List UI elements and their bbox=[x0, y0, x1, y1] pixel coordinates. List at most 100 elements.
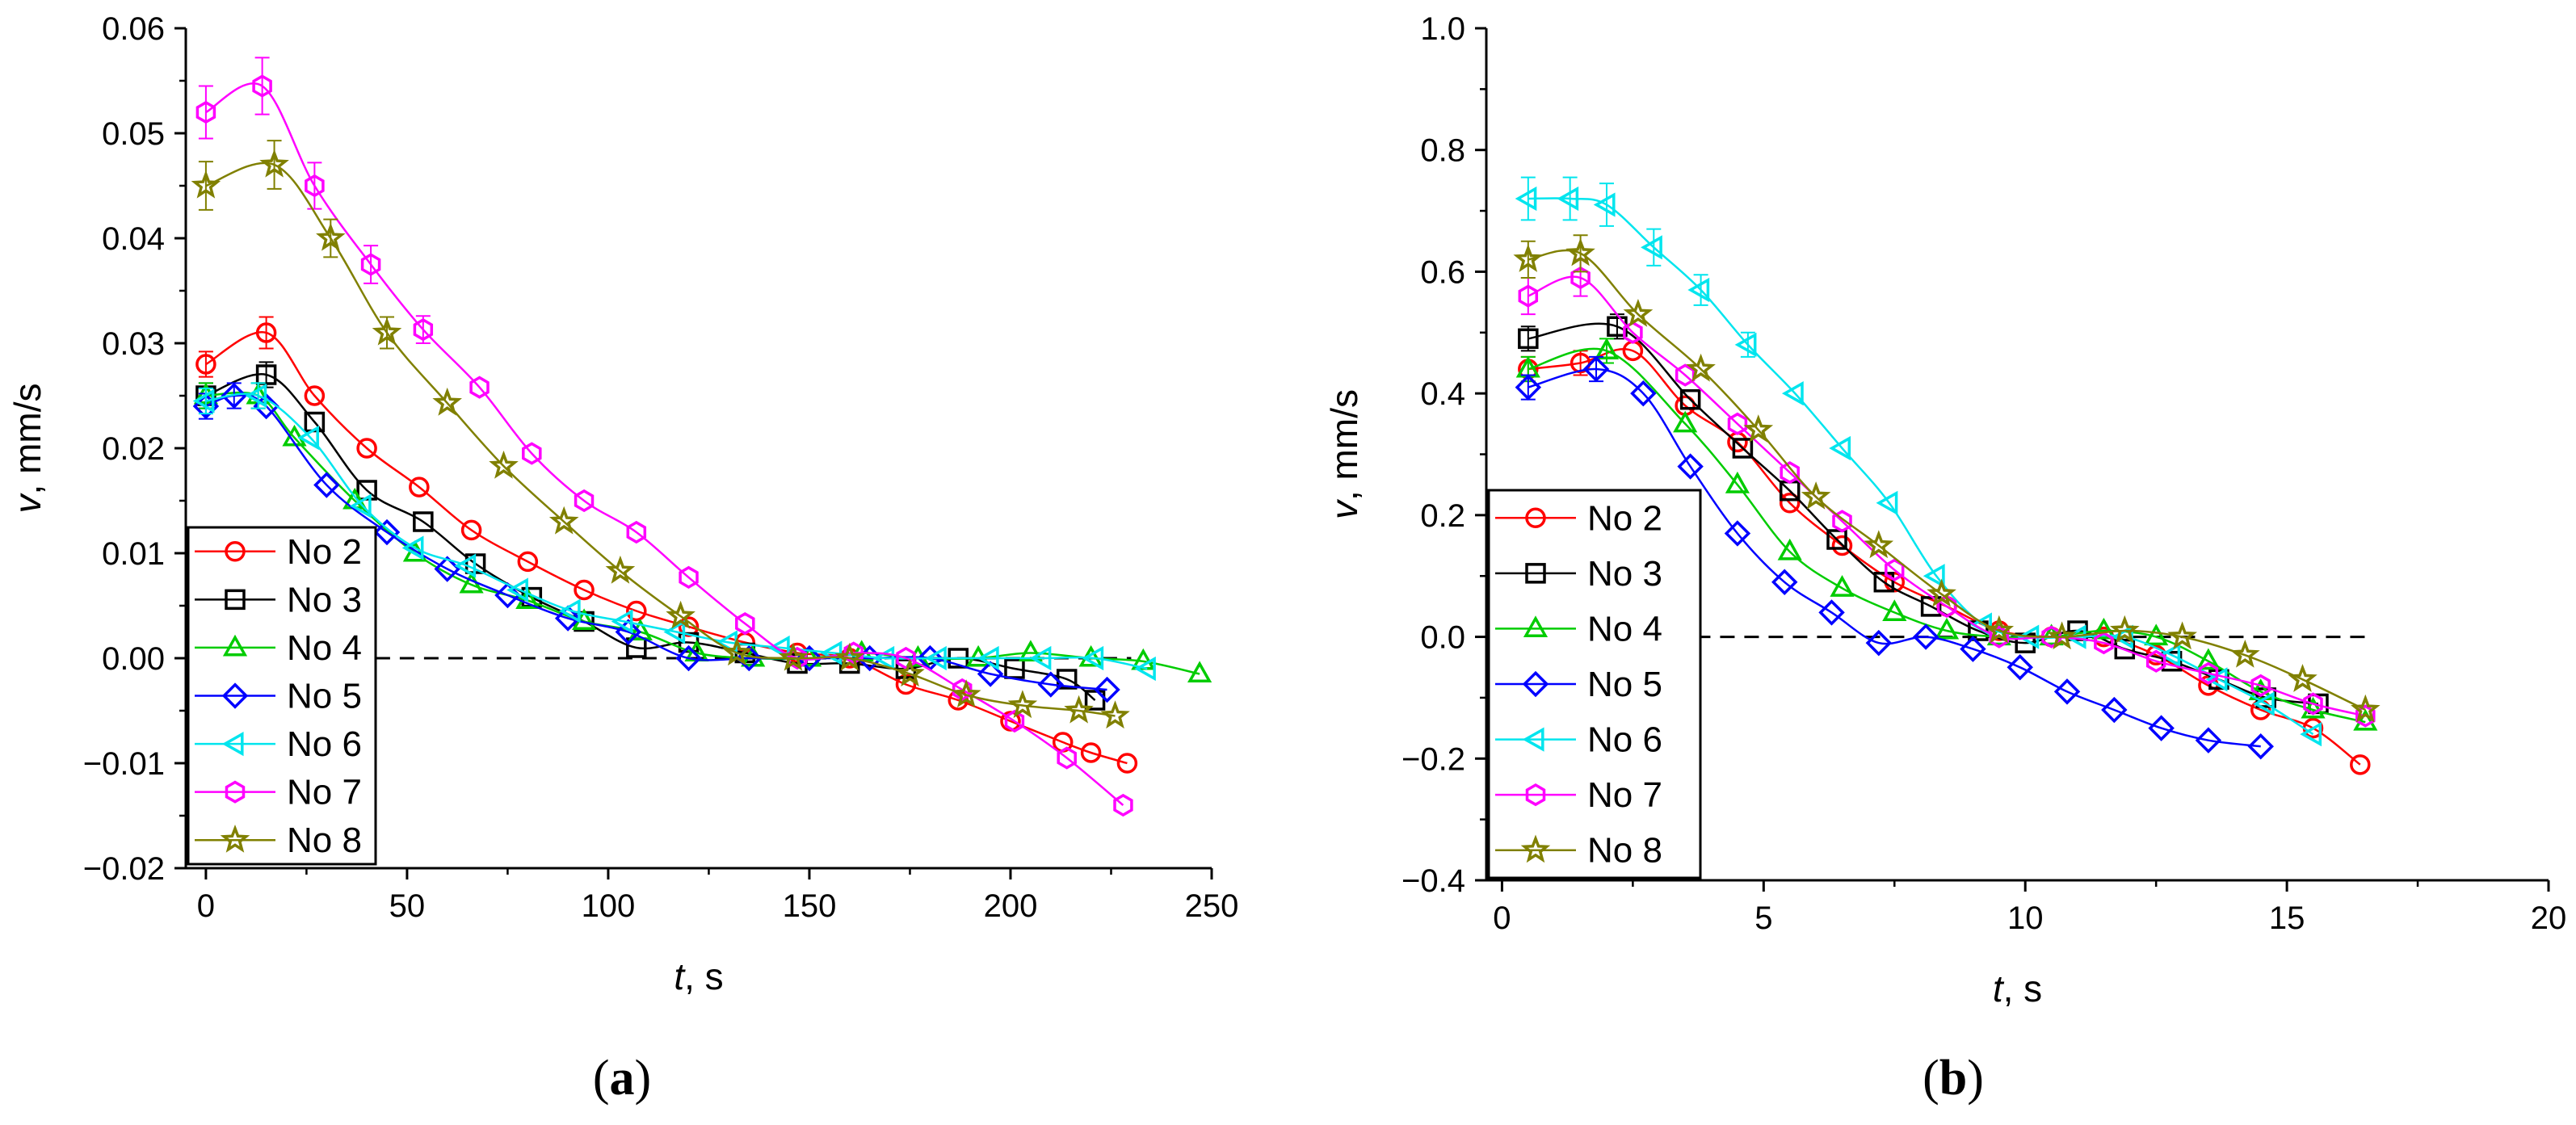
legend-item-no-2: No 2 bbox=[195, 532, 362, 572]
data-point-no-5 bbox=[1960, 636, 1986, 662]
y-tick-label: −0.01 bbox=[83, 746, 165, 782]
data-point-no-4 bbox=[1725, 471, 1750, 493]
data-point-no-3 bbox=[2114, 638, 2136, 660]
data-point-no-8 bbox=[1686, 353, 1716, 382]
data-point-no-2 bbox=[356, 438, 377, 459]
y-tick-label: 0.2 bbox=[1420, 498, 1465, 534]
x-axis-title-var: t bbox=[674, 955, 686, 997]
x-tick-label: 20 bbox=[2531, 900, 2567, 936]
data-point-no-2 bbox=[409, 476, 430, 497]
legend-item-no-7: No 7 bbox=[195, 773, 362, 812]
y-tick-label: 0.02 bbox=[102, 431, 165, 467]
data-point-no-2 bbox=[574, 579, 595, 601]
data-point-no-7 bbox=[1057, 746, 1077, 770]
legend-item-no-8: No 8 bbox=[1495, 831, 1662, 871]
data-point-no-5 bbox=[1094, 676, 1120, 703]
series-line-no-3 bbox=[1528, 322, 2319, 705]
legend-item-no-2: No 2 bbox=[1495, 498, 1662, 538]
legend-marker-no-3 bbox=[1525, 563, 1546, 584]
data-point-no-2 bbox=[626, 600, 647, 622]
x-tick-label: 150 bbox=[783, 888, 837, 924]
series-line-no-5 bbox=[1528, 367, 2261, 748]
data-point-no-2 bbox=[255, 322, 277, 343]
y-tick-label: 0.00 bbox=[102, 641, 165, 677]
data-point-no-6 bbox=[297, 425, 319, 451]
data-point-no-5 bbox=[675, 644, 702, 672]
data-point-no-7 bbox=[2303, 692, 2323, 716]
legend-marker-no-2 bbox=[1525, 507, 1546, 529]
data-point-no-7 bbox=[1623, 321, 1643, 344]
data-point-no-6 bbox=[1082, 645, 1104, 671]
y-axis-title-unit: , mm/s bbox=[1323, 389, 1365, 501]
data-point-no-6 bbox=[2158, 643, 2181, 668]
y-tick-label: −0.2 bbox=[1401, 741, 1465, 777]
data-point-no-2 bbox=[1779, 493, 1801, 514]
data-point-no-7 bbox=[252, 74, 272, 98]
y-tick-label: 0.4 bbox=[1420, 376, 1465, 412]
data-point-no-4 bbox=[1594, 338, 1620, 359]
data-point-no-5 bbox=[2247, 733, 2274, 760]
legend-label: No 6 bbox=[287, 724, 362, 764]
data-point-no-7 bbox=[195, 100, 216, 124]
data-point-no-8 bbox=[605, 555, 636, 584]
data-point-no-4 bbox=[1673, 410, 1698, 433]
data-point-no-8 bbox=[895, 658, 925, 687]
data-point-no-7 bbox=[574, 489, 595, 513]
data-point-no-8 bbox=[1007, 690, 1038, 719]
legend-label: No 5 bbox=[287, 677, 362, 716]
data-point-no-5 bbox=[434, 556, 460, 582]
data-point-no-6 bbox=[454, 553, 477, 578]
data-point-no-6 bbox=[611, 609, 633, 634]
x-tick-label: 15 bbox=[2269, 900, 2305, 936]
data-point-no-8 bbox=[1984, 615, 2015, 644]
data-point-no-3 bbox=[1679, 388, 1701, 410]
data-point-no-7 bbox=[522, 442, 542, 465]
data-point-no-4 bbox=[1187, 661, 1212, 683]
data-point-no-3 bbox=[2161, 650, 2183, 672]
data-point-no-7 bbox=[1780, 460, 1800, 485]
data-point-no-5 bbox=[2195, 727, 2222, 753]
data-point-no-7 bbox=[2145, 649, 2166, 673]
data-point-no-5 bbox=[1515, 374, 1542, 401]
data-point-no-5 bbox=[1912, 623, 1939, 650]
data-point-no-7 bbox=[679, 565, 699, 590]
legend-label: No 4 bbox=[287, 628, 362, 668]
legend: No 2 No 3 No 4 No 5 No 6 No 7 No 8 bbox=[187, 526, 377, 866]
y-tick-label: 0.6 bbox=[1420, 254, 1465, 290]
data-point-no-5 bbox=[221, 382, 247, 409]
legend-marker-no-2 bbox=[225, 541, 246, 562]
data-point-no-7 bbox=[1004, 709, 1025, 733]
data-point-no-4 bbox=[2196, 648, 2221, 670]
data-point-no-6 bbox=[1557, 186, 1579, 212]
data-point-no-3 bbox=[1873, 572, 1895, 593]
data-point-no-3 bbox=[413, 511, 434, 532]
x-tick-label: 200 bbox=[984, 888, 1038, 924]
legend-label: No 3 bbox=[287, 580, 362, 619]
legend-label: No 8 bbox=[1587, 831, 1662, 871]
data-point-no-6 bbox=[1876, 490, 1898, 515]
data-point-no-6 bbox=[1687, 277, 1710, 303]
data-point-no-4 bbox=[1882, 599, 1907, 621]
data-point-no-2 bbox=[304, 385, 326, 406]
data-point-no-5 bbox=[2053, 678, 2081, 705]
series-line-no-8 bbox=[1528, 249, 2366, 712]
series-line-no-5 bbox=[205, 394, 1107, 691]
data-point-no-3 bbox=[255, 364, 277, 385]
data-point-no-5 bbox=[2101, 696, 2128, 724]
legend-item-no-8: No 8 bbox=[195, 821, 362, 860]
legend-item-no-6: No 6 bbox=[1495, 720, 1662, 760]
data-point-no-6 bbox=[2064, 624, 2086, 649]
legend-item-no-5: No 5 bbox=[1495, 665, 1662, 704]
series-line-no-8 bbox=[205, 162, 1116, 717]
data-point-no-8 bbox=[1565, 237, 1595, 267]
chart-panel-b: 0 5 10 15 20 −0.4 −0.2 0.0 0.2 0.4 0.6 0.8 1.0 t, s v,… bbox=[1323, 11, 2566, 1010]
legend-item-no-4: No 4 bbox=[1495, 609, 1662, 649]
data-point-no-7 bbox=[360, 253, 381, 276]
data-point-no-5 bbox=[2007, 654, 2033, 681]
data-point-no-8 bbox=[2110, 615, 2140, 644]
legend-label: No 5 bbox=[1587, 665, 1662, 704]
legend-label: No 3 bbox=[1587, 554, 1662, 594]
legend: No 2 No 3 No 4 No 5 No 6 No 7 No 8 bbox=[1487, 489, 1702, 879]
data-point-no-7 bbox=[1989, 625, 2010, 649]
data-point-no-6 bbox=[1029, 645, 1052, 671]
